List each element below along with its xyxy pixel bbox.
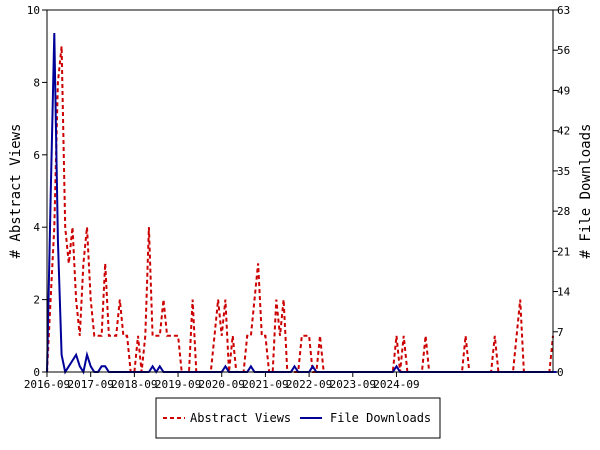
legend: Abstract Views File Downloads bbox=[155, 397, 441, 439]
right-tick-label: 21 bbox=[557, 245, 570, 258]
x-tick-label: 2016-09 bbox=[24, 378, 70, 391]
x-tick-label: 2020-09 bbox=[199, 378, 245, 391]
plot-frame bbox=[46, 9, 554, 373]
legend-abstract-views-label: Abstract Views bbox=[190, 411, 291, 425]
legend-box bbox=[155, 397, 441, 439]
right-tick-label: 0 bbox=[557, 366, 564, 379]
file-downloads-line bbox=[46, 32, 557, 375]
right-axis-title: # File Downloads bbox=[578, 124, 594, 259]
left-axis-title: # Abstract Views bbox=[8, 124, 24, 259]
x-tick-label: 2019-09 bbox=[155, 378, 201, 391]
right-tick-label: 28 bbox=[557, 205, 570, 218]
x-tick-label: 2024-09 bbox=[373, 378, 419, 391]
abstract-views-line bbox=[46, 46, 554, 373]
right-tick-label: 49 bbox=[557, 84, 570, 97]
left-tick-label: 10 bbox=[27, 4, 40, 17]
left-axis-ticks: 0 2 4 6 8 10 bbox=[27, 4, 47, 379]
right-tick-label: 35 bbox=[557, 165, 570, 178]
series-layer bbox=[46, 32, 557, 375]
x-tick-label: 2021-09 bbox=[242, 378, 288, 391]
right-tick-label: 63 bbox=[557, 4, 570, 17]
left-tick-label: 4 bbox=[33, 221, 40, 234]
right-tick-label: 56 bbox=[557, 44, 570, 57]
x-axis-ticks: 2016-092017-092018-092019-092020-092021-… bbox=[24, 372, 420, 391]
left-tick-label: 0 bbox=[33, 366, 40, 379]
right-tick-label: 42 bbox=[557, 125, 570, 138]
right-tick-label: 7 bbox=[557, 326, 564, 339]
left-tick-label: 2 bbox=[33, 294, 40, 307]
left-tick-label: 8 bbox=[33, 76, 40, 89]
x-tick-label: 2023-09 bbox=[330, 378, 376, 391]
legend-file-downloads-label: File Downloads bbox=[330, 411, 431, 425]
x-tick-label: 2017-09 bbox=[68, 378, 114, 391]
left-tick-label: 6 bbox=[33, 149, 40, 162]
x-tick-label: 2022-09 bbox=[286, 378, 332, 391]
x-tick-label: 2018-09 bbox=[111, 378, 157, 391]
right-axis-ticks: 0 7 14 21 28 35 42 49 56 63 bbox=[553, 4, 571, 379]
right-tick-label: 14 bbox=[557, 286, 571, 299]
